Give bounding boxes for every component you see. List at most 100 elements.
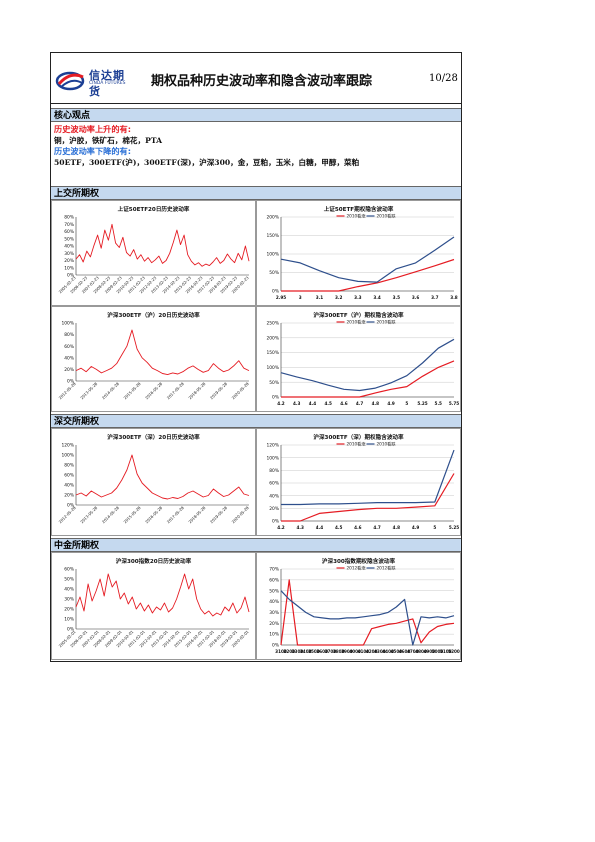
x-tick-label: 4.2 [277, 525, 285, 530]
y-tick-label: 100% [61, 321, 74, 327]
y-tick-label: 200% [266, 335, 279, 341]
y-tick-label: 40% [64, 483, 74, 489]
y-tick-label: 0% [67, 273, 74, 279]
x-tick-label: 4.9 [412, 525, 420, 530]
report-sheet: 信达期货 CINDA FUTURES 期权品种历史波动率和隐含波动率跟踪 10/… [50, 52, 462, 662]
x-tick-label: 4500 [391, 649, 403, 654]
x-tick-label: 3.8 [450, 295, 458, 300]
x-tick-label: 2018-05-28 [187, 505, 207, 525]
x-tick-label: 2020-05-28 [231, 505, 251, 525]
x-tick-label: 3200 [283, 649, 295, 654]
report-header: 信达期货 CINDA FUTURES 期权品种历史波动率和隐含波动率跟踪 10/… [51, 53, 461, 104]
page-number: 10/28 [429, 73, 458, 84]
y-tick-label: 10% [64, 617, 74, 623]
x-tick-label: 4200 [366, 649, 378, 654]
series-line [75, 329, 250, 376]
series-line [281, 473, 455, 522]
chart-cell-hv300sz: 沪深300ETF（深）20日历史波动率 120% 100% 80% 60% 40% 20% 0… [51, 428, 256, 536]
y-tick-label: 40% [64, 244, 74, 250]
chart-title: 沪深300ETF（深）期权隐含波动率 [313, 433, 404, 441]
y-tick-label: 60% [64, 344, 74, 350]
x-tick-label: 4.6 [340, 401, 348, 406]
x-tick-label: 4300 [374, 649, 386, 654]
series-line [281, 258, 455, 292]
x-tick-label: 3.1 [316, 295, 324, 300]
y-tick-label: 20% [64, 258, 74, 264]
x-tick-label: 2013-05-28 [79, 381, 99, 401]
x-tick-label: 5100 [440, 649, 452, 654]
x-tick-label: 3100 [275, 649, 287, 654]
y-tick-label: 70% [269, 567, 279, 573]
x-tick-label: 4700 [407, 649, 419, 654]
y-tick-label: 30% [64, 597, 74, 603]
y-tick-label: 0% [67, 503, 74, 509]
x-tick-label: 3.6 [412, 295, 420, 300]
chart-cell-hv300sh: 沪深300ETF（沪）20日历史波动率 100% 80% 60% 40% 20% 0% 201… [51, 306, 256, 412]
y-tick-label: 0% [272, 395, 279, 401]
y-tick-label: 50% [269, 588, 279, 594]
y-tick-label: 120% [266, 443, 279, 449]
x-tick-label: 2015-05-28 [122, 381, 142, 401]
y-tick-label: 200% [266, 215, 279, 221]
y-tick-label: 30% [269, 610, 279, 616]
logo-text: 信达期货 [89, 69, 125, 98]
y-tick-label: 50% [64, 577, 74, 583]
chart-hv300sh: 沪深300ETF（沪）20日历史波动率 100% 80% 60% 40% 20% 0% 201… [58, 311, 251, 401]
company-logo: 信达期货 CINDA FUTURES [55, 67, 135, 98]
y-tick-label: 20% [64, 493, 74, 499]
y-tick-label: 120% [61, 443, 74, 449]
x-tick-label: 2016-05-28 [144, 381, 164, 401]
x-tick-label: 3.4 [373, 295, 381, 300]
y-tick-label: 30% [64, 251, 74, 257]
x-tick-label: 4.7 [356, 401, 364, 406]
legend-label: 2010看涨 [347, 213, 367, 220]
x-tick-label: 2019-05-28 [209, 381, 229, 401]
y-tick-label: 250% [266, 321, 279, 327]
x-tick-label: 2020-05-28 [231, 381, 251, 401]
y-tick-label: 60% [64, 567, 74, 573]
y-tick-label: 60% [269, 577, 279, 583]
page-title: 期权品种历史波动率和隐含波动率跟踪 [151, 74, 373, 89]
x-tick-label: 3700 [325, 649, 337, 654]
y-tick-label: 80% [64, 332, 74, 338]
series-line [280, 338, 455, 392]
legend-label: 2010看跌 [377, 213, 397, 220]
hv-down-items: 50ETF，300ETF(沪)，300ETF(深)，沪深300，金，豆粕，玉米，… [54, 158, 360, 167]
chart-title: 沪深300ETF（沪）期权隐含波动率 [313, 311, 404, 319]
y-tick-label: 0% [67, 627, 74, 633]
legend-label: 2012看跌 [377, 565, 397, 572]
y-tick-label: 0% [272, 289, 279, 295]
x-tick-label: 5200 [448, 649, 460, 654]
y-tick-label: 100% [266, 455, 279, 461]
hv-down-label: 历史波动率下降的有: [54, 146, 131, 156]
chart-title: 沪深300指数期权隐含波动率 [322, 557, 396, 565]
x-tick-label: 4.5 [324, 401, 332, 406]
series-line [281, 449, 455, 506]
section-szse-options: 深交所期权 [51, 414, 461, 428]
legend-label: 2010看跌 [377, 319, 397, 326]
series-line [280, 579, 455, 646]
y-tick-label: 100% [266, 252, 279, 258]
x-tick-label: 4800 [415, 649, 427, 654]
x-tick-label: 4.8 [393, 525, 401, 530]
hv-up-items: 铜，沪胶，铁矿石，棉花，PTA [54, 136, 162, 145]
y-tick-label: 150% [266, 350, 279, 356]
x-tick-label: 4100 [358, 649, 370, 654]
section-cffex-options: 中金所期权 [51, 538, 461, 552]
series-line [281, 360, 455, 398]
x-tick-label: 4.2 [277, 401, 285, 406]
series-line [75, 573, 250, 617]
x-tick-label: 3.2 [335, 295, 343, 300]
x-tick-label: 4600 [399, 649, 411, 654]
legend-label: 2010看涨 [347, 441, 367, 448]
x-tick-label: 2016-05-28 [144, 505, 164, 525]
x-tick-label: 5.75 [449, 401, 459, 406]
y-tick-label: 60% [64, 229, 74, 235]
x-tick-label: 5.25 [449, 525, 459, 530]
y-tick-label: 50% [64, 236, 74, 242]
chart-title: 沪深300指数20日历史波动率 [116, 557, 192, 565]
x-tick-label: 4.5 [335, 525, 343, 530]
